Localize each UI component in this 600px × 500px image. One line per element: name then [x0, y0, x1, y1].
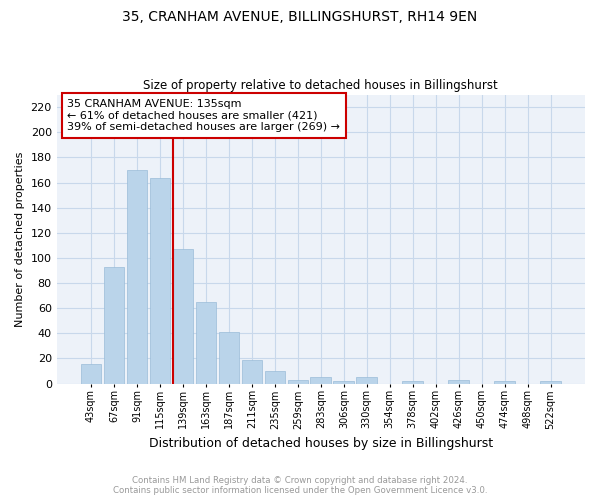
Bar [173, 249, 193, 384]
Text: Contains HM Land Registry data © Crown copyright and database right 2024.
Contai: Contains HM Land Registry data © Crown c… [113, 476, 487, 495]
Bar [310, 378, 331, 384]
Bar [196, 302, 216, 384]
Title: Size of property relative to detached houses in Billingshurst: Size of property relative to detached ho… [143, 79, 498, 92]
Bar [127, 170, 148, 384]
Bar [541, 381, 561, 384]
Bar [218, 332, 239, 384]
Bar [334, 381, 354, 384]
Bar [403, 381, 423, 384]
Bar [494, 381, 515, 384]
Bar [104, 266, 124, 384]
Bar [356, 378, 377, 384]
Bar [265, 371, 285, 384]
Bar [242, 360, 262, 384]
Bar [287, 380, 308, 384]
Bar [80, 364, 101, 384]
Bar [149, 178, 170, 384]
Text: 35, CRANHAM AVENUE, BILLINGSHURST, RH14 9EN: 35, CRANHAM AVENUE, BILLINGSHURST, RH14 … [122, 10, 478, 24]
Y-axis label: Number of detached properties: Number of detached properties [15, 152, 25, 327]
X-axis label: Distribution of detached houses by size in Billingshurst: Distribution of detached houses by size … [149, 437, 493, 450]
Bar [448, 380, 469, 384]
Text: 35 CRANHAM AVENUE: 135sqm
← 61% of detached houses are smaller (421)
39% of semi: 35 CRANHAM AVENUE: 135sqm ← 61% of detac… [67, 99, 340, 132]
